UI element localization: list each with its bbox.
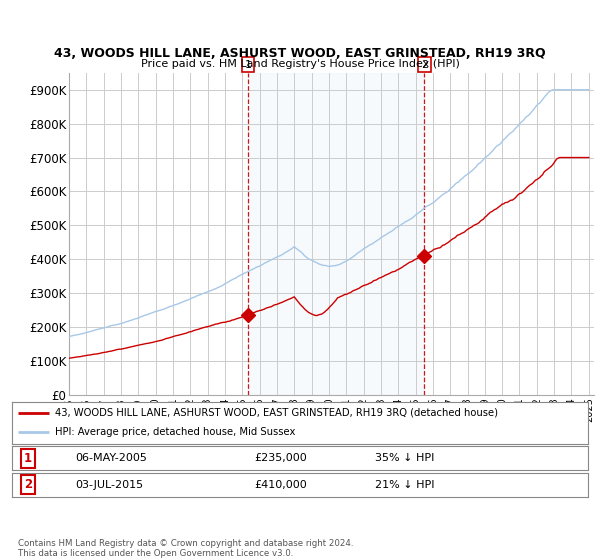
- Text: 1: 1: [24, 452, 32, 465]
- Text: 06-MAY-2005: 06-MAY-2005: [76, 454, 147, 463]
- Text: 2: 2: [24, 478, 32, 491]
- Text: 03-JUL-2015: 03-JUL-2015: [76, 480, 143, 489]
- Text: 43, WOODS HILL LANE, ASHURST WOOD, EAST GRINSTEAD, RH19 3RQ: 43, WOODS HILL LANE, ASHURST WOOD, EAST …: [54, 48, 546, 60]
- Text: 35% ↓ HPI: 35% ↓ HPI: [375, 454, 434, 463]
- Text: HPI: Average price, detached house, Mid Sussex: HPI: Average price, detached house, Mid …: [55, 427, 296, 437]
- Text: 21% ↓ HPI: 21% ↓ HPI: [375, 480, 434, 489]
- Text: 43, WOODS HILL LANE, ASHURST WOOD, EAST GRINSTEAD, RH19 3RQ (detached house): 43, WOODS HILL LANE, ASHURST WOOD, EAST …: [55, 408, 498, 418]
- Text: Contains HM Land Registry data © Crown copyright and database right 2024.
This d: Contains HM Land Registry data © Crown c…: [18, 539, 353, 558]
- Bar: [248, 73, 424, 395]
- Text: £410,000: £410,000: [254, 480, 307, 489]
- Text: 2: 2: [421, 59, 428, 69]
- Text: 1: 1: [244, 59, 251, 69]
- Text: Price paid vs. HM Land Registry's House Price Index (HPI): Price paid vs. HM Land Registry's House …: [140, 59, 460, 69]
- Text: £235,000: £235,000: [254, 454, 307, 463]
